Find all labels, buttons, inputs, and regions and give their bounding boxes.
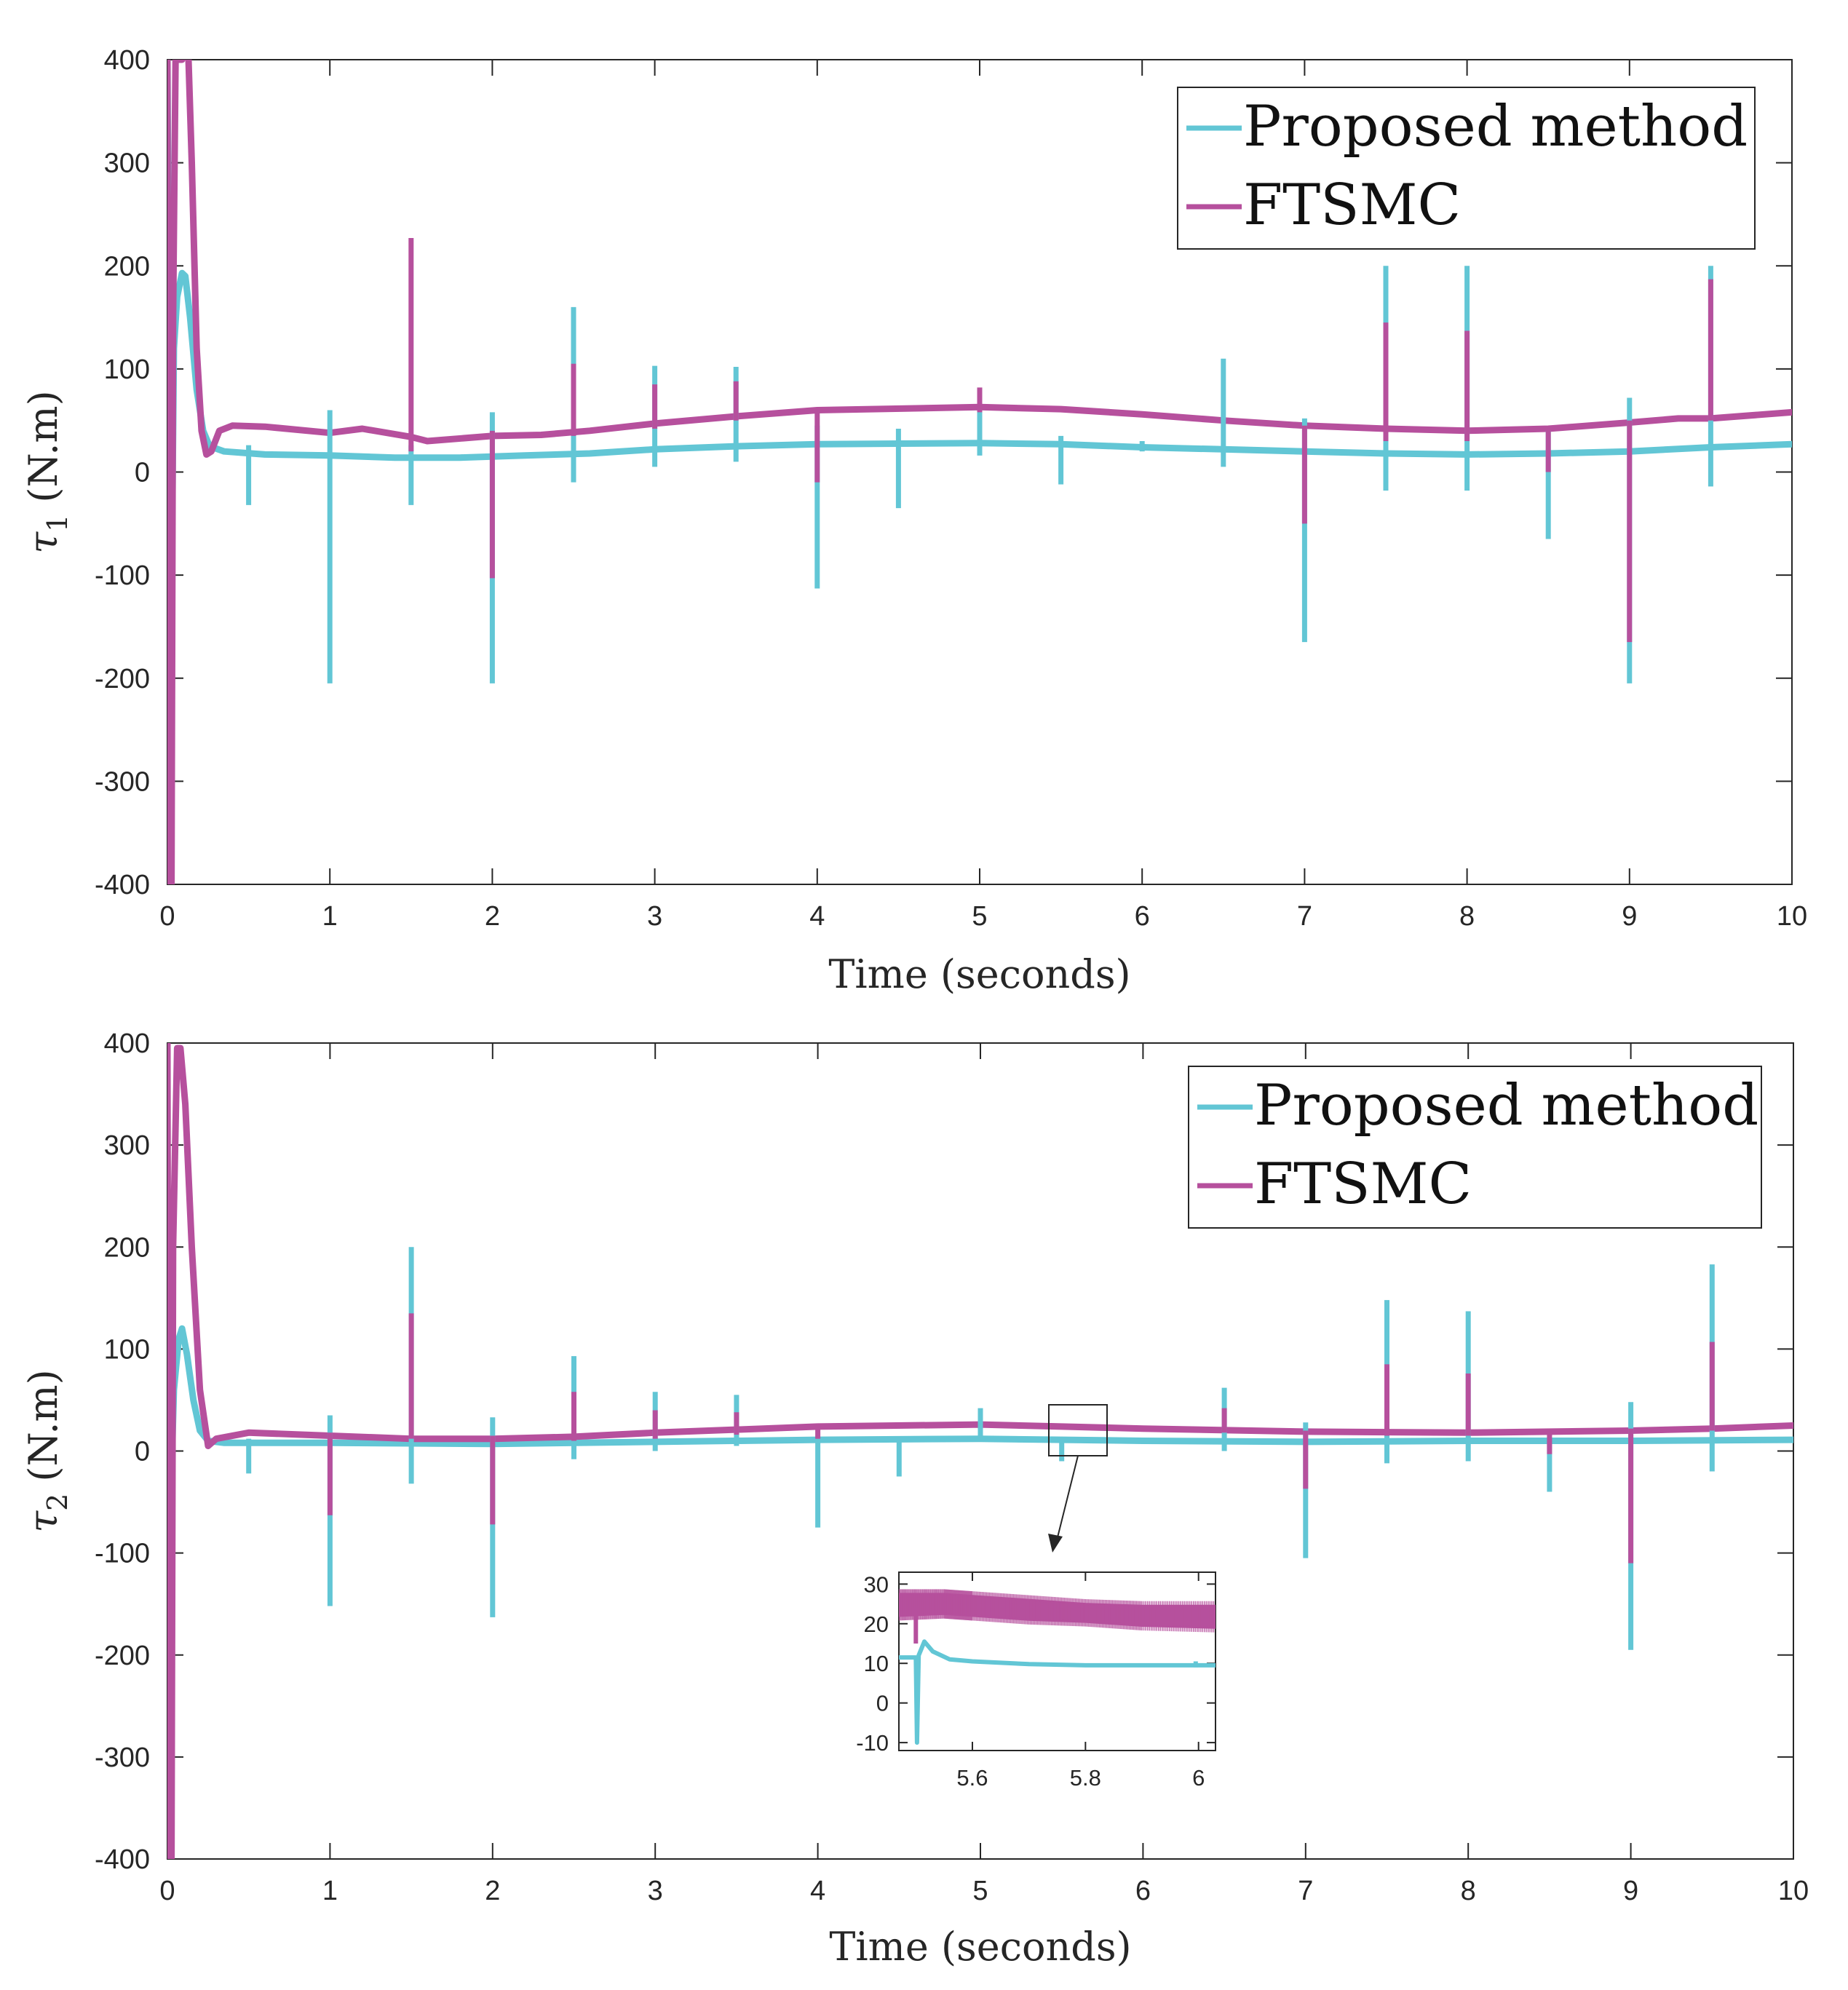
legend-entry: FTSMC <box>1254 1151 1472 1217</box>
x-tick-label: 0 <box>159 901 175 932</box>
y-axis-symbol: τ <box>20 531 66 554</box>
x-tick-label: 4 <box>810 1876 825 1906</box>
x-tick-label: 1 <box>322 1876 338 1906</box>
inset-y-tick-label: -10 <box>856 1730 889 1756</box>
inset-y-tick-label: 10 <box>864 1651 889 1676</box>
inset-y-tick-label: 30 <box>864 1571 889 1597</box>
x-tick-label: 9 <box>1622 901 1637 932</box>
x-tick-label: 4 <box>809 901 825 932</box>
y-tick-label: 400 <box>104 1028 150 1059</box>
y-axis-subscript: 1 <box>41 515 74 532</box>
inset-x-tick-label: 6 <box>1192 1765 1205 1791</box>
zoom-indicator <box>1048 1404 1108 1553</box>
legend-box <box>1177 87 1756 250</box>
x-tick-label: 5 <box>972 901 987 932</box>
legend: Proposed method FTSMC <box>1188 1066 1762 1229</box>
inset-y-tick-label: 20 <box>864 1612 889 1637</box>
x-tick-label: 0 <box>159 1876 175 1906</box>
x-tick-label: 8 <box>1461 1876 1476 1906</box>
y-tick-label: -400 <box>95 1844 150 1875</box>
y-tick-label: -200 <box>95 664 150 694</box>
x-tick-label: 6 <box>1135 901 1150 932</box>
inset-x-tick-label: 5.6 <box>956 1765 988 1791</box>
y-axis-symbol: τ <box>20 1510 66 1533</box>
inset-x-tick-label: 5.8 <box>1070 1765 1101 1791</box>
x-axis-label: Time (seconds) <box>828 951 1130 997</box>
series-line-proposed <box>167 1325 1793 1506</box>
inset-y-tick-label: 0 <box>876 1691 889 1716</box>
x-tick-label: 3 <box>647 901 662 932</box>
panel-1: 0 1 2 3 4 5 6 7 8 9 10 -400 -300 -200 -100 0 100 200 300 40… <box>20 45 1807 997</box>
inset-plot-area <box>899 1589 1216 1745</box>
x-tick-label: 10 <box>1777 901 1807 932</box>
y-tick-label: 0 <box>135 458 150 488</box>
y-tick-label: -100 <box>95 560 150 591</box>
y-axis-unit: (N.m) <box>20 1369 66 1481</box>
x-tick-label: 2 <box>485 901 500 932</box>
y-tick-label: 300 <box>104 148 150 179</box>
plot-area <box>167 60 1792 884</box>
x-tick-label: 7 <box>1297 901 1312 932</box>
y-tick-label: 200 <box>104 1232 150 1263</box>
y-axis-unit: (N.m) <box>20 390 66 502</box>
zoom-arrow-line <box>1055 1455 1079 1544</box>
y-axis-label: τ2 (N.m) <box>20 1369 74 1532</box>
legend-entry: FTSMC <box>1243 173 1461 238</box>
x-tick-label: 3 <box>648 1876 663 1906</box>
x-tick-label: 10 <box>1778 1876 1809 1906</box>
plot-area <box>167 1043 1793 1859</box>
series-line-ftsmc <box>167 1043 1793 1859</box>
legend-entry: Proposed method <box>1254 1073 1758 1138</box>
y-tick-label: -100 <box>95 1539 150 1569</box>
x-tick-label: 1 <box>322 901 338 932</box>
series-line-ftsmc <box>167 60 1792 884</box>
y-axis-subscript: 2 <box>41 1494 74 1511</box>
y-tick-label: 0 <box>135 1437 150 1467</box>
inset-chart: 5.6 5.8 6 -10 0 10 20 30 <box>856 1571 1216 1791</box>
x-tick-label: 8 <box>1459 901 1475 932</box>
zoom-arrow-head <box>1048 1534 1063 1553</box>
panel-2: 0 1 2 3 4 5 6 7 8 9 10-400-300-200-100010020030040… <box>20 1028 1809 1970</box>
x-tick-label: 9 <box>1623 1876 1638 1906</box>
x-tick-label: 6 <box>1135 1876 1151 1906</box>
y-tick-label: 300 <box>104 1130 150 1161</box>
x-tick-label: 2 <box>485 1876 500 1906</box>
x-tick-label: 5 <box>972 1876 988 1906</box>
y-tick-label: -300 <box>95 1743 150 1773</box>
inset-line-proposed <box>899 1639 1216 1745</box>
y-tick-label: 200 <box>104 251 150 282</box>
y-axis-label: τ1 (N.m) <box>20 390 74 553</box>
legend-entry: Proposed method <box>1243 94 1748 159</box>
y-tick-label: -200 <box>95 1641 150 1671</box>
y-tick-label: 100 <box>104 354 150 385</box>
legend: Proposed method FTSMC <box>1177 87 1756 250</box>
y-tick-label: 400 <box>104 45 150 76</box>
y-tick-label: -400 <box>95 870 150 900</box>
y-tick-label: -300 <box>95 766 150 797</box>
legend-box <box>1188 1066 1762 1229</box>
x-tick-label: 7 <box>1298 1876 1313 1906</box>
x-axis-label: Time (seconds) <box>829 1924 1131 1970</box>
y-tick-label: 100 <box>104 1334 150 1365</box>
